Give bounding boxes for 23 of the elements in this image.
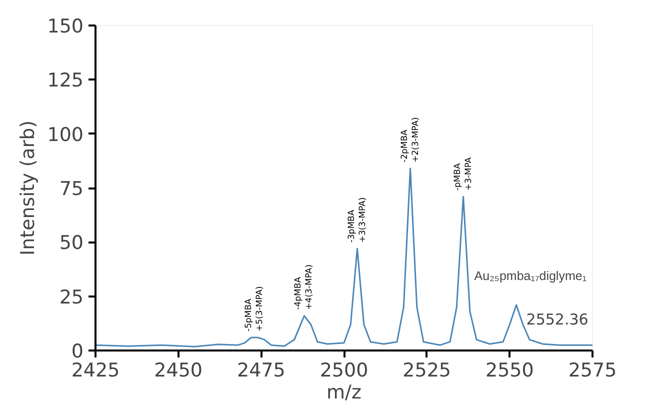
x-tick-label: 2475 [236, 360, 286, 382]
x-tick-label: 2575 [568, 360, 617, 382]
y-tick-label: 100 [47, 124, 84, 146]
y-tick-label: 150 [47, 16, 84, 38]
annotation: -pMBA +3-MPA [452, 157, 474, 191]
x-tick-label: 2425 [71, 360, 120, 382]
x-tick-label: 2450 [154, 360, 203, 382]
y-tick-label: 125 [47, 70, 84, 92]
y-tick-label: 0 [71, 340, 84, 362]
annotation: -5pMBA +5(3-MPA) [244, 286, 266, 332]
x-tick-label: 2550 [485, 360, 534, 382]
y-tick-label: 75 [59, 178, 84, 200]
x-tick-label: 2525 [402, 360, 452, 382]
annotation: Au₂₅pmba₁₇diglyme₁ [474, 269, 587, 283]
annotation: -4pMBA +4(3-MPA) [294, 264, 315, 310]
annotation: -2pMBA +2(3-MPA) [400, 117, 421, 162]
y-tick-label: 25 [59, 286, 84, 308]
annotation: -3pMBA +3(3-MPA) [346, 197, 368, 243]
annotation: 2552.36 [526, 310, 588, 328]
x-axis-title: m/z [326, 382, 362, 404]
y-tick-label: 50 [59, 232, 84, 254]
y-axis-title: Intensity (arb) [17, 120, 40, 256]
x-tick-label: 2500 [320, 360, 368, 382]
